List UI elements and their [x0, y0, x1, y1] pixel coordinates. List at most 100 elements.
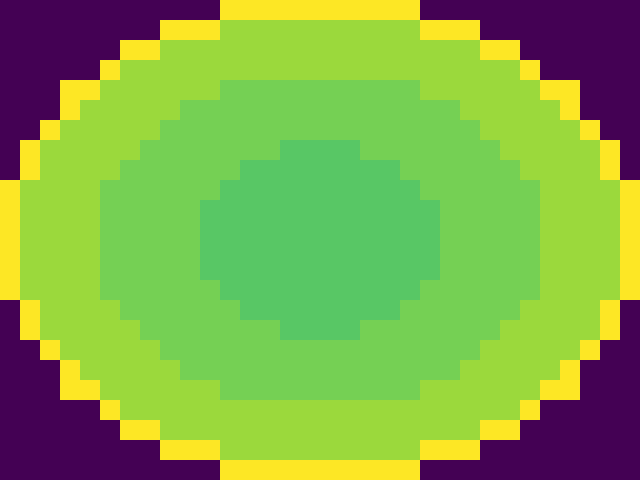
heatmap-cell	[120, 260, 141, 281]
heatmap-cell	[160, 460, 181, 480]
heatmap-cell	[160, 220, 181, 241]
heatmap-cell	[380, 420, 401, 441]
heatmap-cell	[20, 180, 41, 201]
heatmap-cell	[600, 0, 621, 21]
heatmap-cell	[200, 440, 221, 461]
heatmap-cell	[300, 40, 321, 61]
heatmap-cell	[460, 180, 481, 201]
heatmap-cell	[560, 80, 581, 101]
heatmap-cell	[500, 400, 521, 421]
heatmap-cell	[320, 60, 341, 81]
heatmap-cell	[620, 300, 640, 321]
heatmap-cell	[180, 220, 201, 241]
heatmap-cell	[440, 360, 461, 381]
heatmap-cell	[340, 100, 361, 121]
heatmap-cell	[240, 260, 261, 281]
heatmap-cell	[220, 140, 241, 161]
heatmap-cell	[80, 280, 101, 301]
heatmap-cell	[100, 200, 121, 221]
heatmap-cell	[480, 360, 501, 381]
heatmap-cell	[380, 60, 401, 81]
heatmap-cell	[40, 300, 61, 321]
heatmap-cell	[140, 200, 161, 221]
heatmap-cell	[40, 0, 61, 21]
heatmap-cell	[240, 0, 261, 21]
heatmap-cell	[280, 400, 301, 421]
heatmap-cell	[420, 460, 441, 480]
heatmap-cell	[480, 20, 501, 41]
heatmap-cell	[160, 60, 181, 81]
heatmap-cell	[580, 300, 601, 321]
heatmap-cell	[460, 320, 481, 341]
heatmap-cell	[120, 340, 141, 361]
heatmap-cell	[360, 200, 381, 221]
heatmap-cell	[340, 280, 361, 301]
heatmap-cell	[220, 40, 241, 61]
heatmap-cell	[180, 300, 201, 321]
heatmap-cell	[400, 60, 421, 81]
heatmap-cell	[380, 300, 401, 321]
chart	[0, 0, 640, 480]
heatmap-cell	[140, 420, 161, 441]
heatmap-cell	[380, 100, 401, 121]
heatmap-cell	[220, 20, 241, 41]
heatmap-cell	[420, 100, 441, 121]
heatmap-cell	[600, 400, 621, 421]
heatmap-cell	[20, 280, 41, 301]
heatmap-cell	[600, 320, 621, 341]
heatmap-cell	[360, 140, 381, 161]
heatmap-cell	[80, 100, 101, 121]
heatmap-cell	[360, 0, 381, 21]
heatmap-cell	[140, 460, 161, 480]
heatmap-cell	[400, 100, 421, 121]
heatmap-cell	[580, 160, 601, 181]
heatmap-cell	[460, 400, 481, 421]
heatmap-cell	[40, 280, 61, 301]
heatmap-cell	[180, 460, 201, 480]
heatmap-cell	[440, 40, 461, 61]
heatmap-cell	[540, 280, 561, 301]
heatmap-cell	[280, 160, 301, 181]
heatmap-cell	[540, 460, 561, 480]
heatmap-cell	[160, 380, 181, 401]
heatmap-cell	[560, 260, 581, 281]
heatmap-cell	[320, 160, 341, 181]
heatmap-cell	[80, 360, 101, 381]
heatmap-cell	[280, 220, 301, 241]
heatmap-cell	[380, 0, 401, 21]
heatmap-cell	[440, 280, 461, 301]
heatmap-cell	[160, 0, 181, 21]
heatmap-cell	[60, 240, 81, 261]
heatmap-cell	[560, 300, 581, 321]
heatmap-cell	[380, 280, 401, 301]
heatmap-cell	[400, 440, 421, 461]
heatmap-cell	[220, 440, 241, 461]
heatmap-cell	[520, 460, 541, 480]
heatmap-cell	[600, 180, 621, 201]
heatmap-cell	[440, 60, 461, 81]
heatmap-cell	[520, 120, 541, 141]
heatmap-cell	[380, 160, 401, 181]
heatmap-cell	[500, 380, 521, 401]
heatmap-cell	[380, 440, 401, 461]
heatmap-cell	[420, 0, 441, 21]
heatmap-cell	[260, 200, 281, 221]
heatmap-cell	[480, 40, 501, 61]
heatmap-cell	[160, 140, 181, 161]
heatmap-cell	[0, 220, 21, 241]
heatmap-cell	[200, 80, 221, 101]
heatmap-cell	[60, 200, 81, 221]
heatmap-cell	[480, 120, 501, 141]
heatmap-cell	[480, 320, 501, 341]
heatmap-cell	[20, 160, 41, 181]
heatmap-cell	[360, 440, 381, 461]
heatmap-cell	[600, 220, 621, 241]
heatmap-cell	[0, 180, 21, 201]
heatmap-cell	[220, 340, 241, 361]
heatmap-cell	[260, 240, 281, 261]
heatmap-cell	[620, 200, 640, 221]
heatmap-cell	[360, 260, 381, 281]
heatmap-cell	[140, 220, 161, 241]
heatmap-cell	[120, 160, 141, 181]
heatmap-cell	[40, 440, 61, 461]
